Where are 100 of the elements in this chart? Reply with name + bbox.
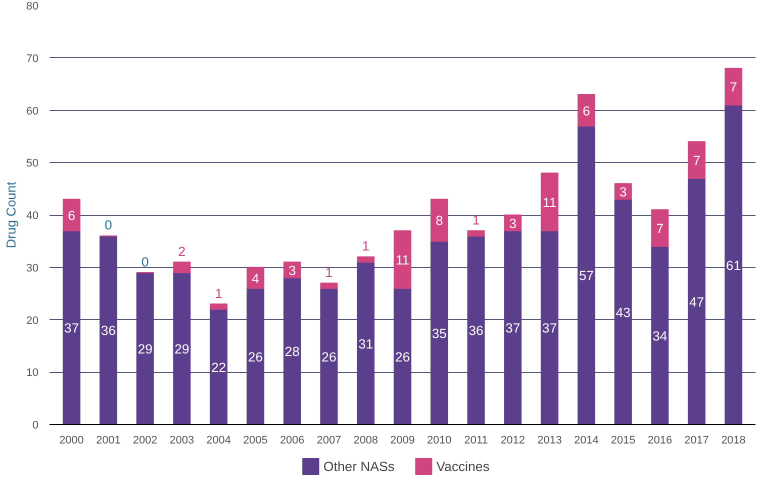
y-tick-label: 60	[26, 105, 39, 118]
data-label: 1	[472, 212, 480, 228]
bar	[394, 230, 412, 289]
bar	[62, 198, 80, 232]
bar	[356, 262, 375, 424]
data-label: 4	[252, 270, 260, 286]
bar	[210, 304, 228, 310]
bar	[724, 68, 742, 106]
x-tick-label: 2013	[537, 434, 562, 446]
bar	[283, 277, 301, 424]
x-tick-label: 2010	[427, 434, 452, 446]
y-tick-label: 80	[26, 0, 39, 12]
bar	[320, 288, 338, 424]
data-label: 7	[656, 221, 664, 236]
data-label: 26	[395, 349, 410, 364]
data-label: 26	[322, 349, 336, 364]
x-tick-label: 2002	[132, 434, 158, 446]
data-label: 35	[432, 326, 447, 341]
data-label: 0	[141, 254, 149, 270]
data-label: 31	[358, 336, 374, 352]
data-label: 7	[692, 153, 700, 168]
y-tick-label: 20	[26, 314, 39, 327]
data-label: 37	[542, 320, 557, 336]
data-label: 6	[68, 208, 76, 223]
data-label: 26	[248, 349, 263, 364]
bar	[614, 198, 632, 424]
y-tick-label: 30	[26, 262, 39, 274]
bar	[430, 240, 448, 424]
data-label: 28	[284, 344, 300, 360]
bar	[246, 288, 264, 424]
data-label: 29	[174, 342, 190, 357]
data-label: 8	[436, 213, 443, 228]
data-label: 2	[178, 244, 186, 259]
bar	[136, 272, 154, 424]
x-tick-label: 2001	[96, 434, 121, 446]
bar	[724, 104, 742, 424]
y-axis-title: Drug Count	[3, 181, 18, 248]
x-tick-label: 2007	[316, 434, 342, 446]
x-tick-label: 2012	[500, 434, 526, 446]
y-tick-label: 10	[26, 367, 39, 380]
data-label: 3	[509, 216, 517, 231]
bar	[210, 308, 228, 424]
data-label: 43	[616, 304, 631, 320]
data-label: 47	[689, 294, 704, 310]
data-label: 3	[288, 262, 296, 278]
bar	[651, 246, 669, 424]
data-label: 6	[582, 103, 590, 118]
legend-label: Other NASs	[323, 459, 395, 474]
x-tick-label: 2018	[721, 434, 746, 446]
y-tick-label: 0	[32, 420, 39, 432]
y-tick-label: 50	[26, 158, 39, 170]
bar	[62, 230, 80, 424]
x-tick-label: 2005	[243, 434, 268, 446]
data-label: 11	[396, 252, 410, 268]
x-tick-label: 2004	[206, 434, 231, 446]
bar	[467, 230, 485, 236]
data-label: 36	[468, 323, 484, 338]
x-tick-label: 2003	[170, 434, 194, 446]
data-label: 22	[211, 360, 226, 375]
data-label: 1	[325, 264, 333, 280]
legend-label: Vaccines	[436, 459, 490, 474]
bar	[173, 262, 191, 274]
bar	[651, 209, 669, 247]
bar	[173, 272, 191, 424]
x-tick-label: 2008	[353, 434, 378, 446]
bar	[504, 230, 522, 424]
data-label: 37	[64, 320, 79, 336]
data-label: 1	[362, 238, 370, 254]
x-tick-label: 2016	[648, 434, 672, 446]
data-label: 36	[100, 323, 116, 338]
bar	[320, 282, 338, 289]
bar	[394, 288, 412, 424]
x-tick-label: 2000	[59, 434, 84, 446]
bar	[100, 235, 118, 424]
bar	[467, 235, 485, 424]
x-tick-label: 2015	[610, 434, 636, 446]
bar	[614, 183, 632, 200]
data-label: 7	[730, 80, 738, 95]
bar	[578, 94, 596, 126]
bar	[540, 172, 558, 232]
data-label: 1	[214, 286, 222, 301]
data-label: 57	[578, 268, 594, 284]
data-label: 3	[619, 184, 627, 200]
data-label: 61	[726, 258, 741, 273]
x-tick-label: 2006	[280, 434, 304, 446]
bar	[578, 125, 596, 424]
x-tick-label: 2014	[574, 434, 599, 446]
x-tick-label: 2011	[464, 434, 488, 446]
data-label: 0	[104, 218, 112, 233]
data-label: 29	[138, 342, 153, 357]
bar	[688, 141, 706, 179]
x-tick-label: 2009	[390, 434, 415, 446]
y-tick-label: 40	[26, 210, 39, 222]
x-tick-label: 2017	[684, 434, 709, 446]
data-label: 34	[652, 328, 668, 344]
bar	[430, 198, 448, 242]
y-tick-label: 70	[26, 52, 39, 65]
bar	[688, 178, 706, 424]
bar	[540, 230, 558, 424]
data-label: 11	[542, 194, 557, 210]
